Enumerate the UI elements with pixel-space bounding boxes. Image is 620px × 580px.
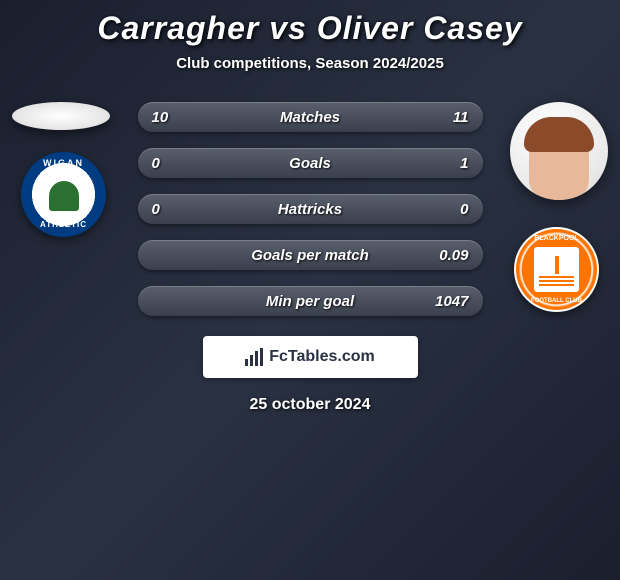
- footer-brand-badge[interactable]: FcTables.com: [203, 336, 418, 378]
- bar-chart-icon: [245, 348, 263, 366]
- player-left-avatar: [12, 102, 110, 130]
- stat-row-goals: 0 Goals 1: [138, 148, 483, 178]
- footer-brand-text: FcTables.com: [269, 348, 375, 366]
- club-left-name: WIGAN: [23, 158, 104, 168]
- player-right-avatar: [510, 102, 608, 200]
- avatar-photo: [510, 102, 608, 200]
- stat-label: Goals: [138, 155, 483, 172]
- stat-label: Hattricks: [138, 201, 483, 218]
- stat-right-value: 1: [460, 155, 468, 172]
- stat-row-hattricks: 0 Hattricks 0: [138, 194, 483, 224]
- stat-label: Goals per match: [138, 247, 483, 264]
- club-right-name: BLACKPOOL: [516, 235, 597, 242]
- avatar-placeholder-icon: [12, 102, 110, 130]
- stat-left-value: 0: [152, 155, 160, 172]
- stat-label: Min per goal: [138, 293, 483, 310]
- stat-row-matches: 10 Matches 11: [138, 102, 483, 132]
- club-left-subtext: ATHLETIC: [23, 220, 104, 229]
- stat-row-mpg: Min per goal 1047: [138, 286, 483, 316]
- stat-right-value: 0: [460, 201, 468, 218]
- comparison-content: WIGAN ATHLETIC BLACKPOOL FOOTBALL CLUB 1…: [0, 102, 620, 414]
- stat-label: Matches: [138, 109, 483, 126]
- stat-bars-container: 10 Matches 11 0 Goals 1 0 Hattricks 0 Go…: [138, 102, 483, 316]
- stat-right-value: 1047: [435, 293, 468, 310]
- club-badge-left: WIGAN ATHLETIC: [21, 152, 106, 237]
- stat-left-value: 0: [152, 201, 160, 218]
- stat-right-value: 11: [453, 109, 469, 126]
- stat-left-value: 10: [152, 109, 169, 126]
- wigan-badge-icon: WIGAN ATHLETIC: [21, 152, 106, 237]
- comparison-title: Carragher vs Oliver Casey: [0, 10, 620, 47]
- comparison-subtitle: Club competitions, Season 2024/2025: [0, 55, 620, 72]
- stat-right-value: 0.09: [439, 247, 468, 264]
- club-badge-right: BLACKPOOL FOOTBALL CLUB: [514, 227, 599, 312]
- comparison-date: 25 october 2024: [0, 396, 620, 414]
- blackpool-badge-icon: BLACKPOOL FOOTBALL CLUB: [514, 227, 599, 312]
- stat-row-gpm: Goals per match 0.09: [138, 240, 483, 270]
- club-right-subtext: FOOTBALL CLUB: [516, 298, 597, 304]
